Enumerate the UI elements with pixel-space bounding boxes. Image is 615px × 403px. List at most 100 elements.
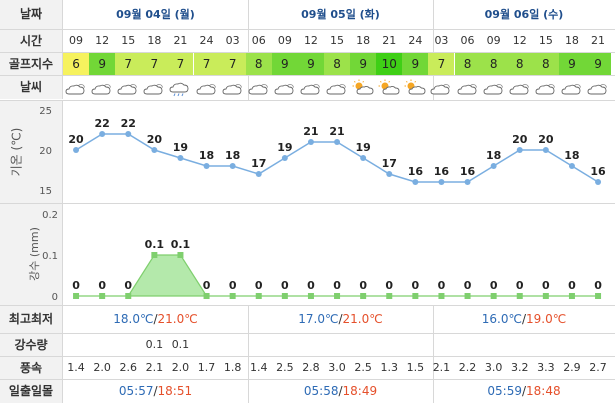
golf-index-cell: 8 <box>480 53 507 75</box>
temp-data-label: 18 <box>564 149 579 162</box>
precip-point <box>73 293 80 299</box>
temp-y-tick: 15 <box>39 186 52 197</box>
wind-cell: 3.2 <box>510 361 529 374</box>
precip-amount-cell <box>298 334 324 356</box>
golf-index-cell: 8 <box>506 53 533 75</box>
day-label-3: 09월 06일 (수) <box>484 8 564 21</box>
wind-cell: 1.4 <box>67 361 85 374</box>
partly-sunny-icon <box>402 79 428 97</box>
cloudy-icon <box>272 79 298 97</box>
precip-axis-panel: 강수 (mm) <box>0 204 63 305</box>
cloudy-icon <box>585 79 611 97</box>
time-cell: 12 <box>512 34 527 47</box>
precip-data-label: 0 <box>385 279 393 292</box>
temp-data-label: 22 <box>94 117 109 130</box>
time-cell: 06 <box>251 34 266 47</box>
precip-amount-cell <box>324 334 350 356</box>
cloudy-icon <box>141 79 167 97</box>
temp-axis-panel: 기온 (℃) <box>0 101 63 203</box>
golf-index-cell: 9 <box>558 53 585 75</box>
precip-point <box>229 293 236 299</box>
time-cell: 24 <box>199 34 214 47</box>
cloudy-icon <box>246 79 272 97</box>
minmax-day-3: 16.0℃/19.0℃ <box>481 312 567 326</box>
time-cell: 21 <box>382 34 397 47</box>
sunrise-time: 05:58 <box>303 384 339 398</box>
precip-data-label: 0 <box>490 279 498 292</box>
min-temp: 16.0℃ <box>481 312 522 326</box>
time-cell: 15 <box>121 34 136 47</box>
precip-point <box>360 293 367 299</box>
precip-point <box>438 293 445 299</box>
wind-cell: 1.4 <box>249 361 268 374</box>
precipitation-chart: 0.2 0.1 0 0 0 0 0.1 0.1 0 0 0 0 0 0 0 0 0 0 0 0 0 0 0 0 <box>42 210 602 303</box>
precip-data-label: 0 <box>464 279 472 292</box>
sunrise-time: 05:59 <box>487 384 522 398</box>
temp-data-label: 20 <box>68 133 84 146</box>
precip-data-label: 0 <box>542 279 550 292</box>
temp-data-label: 19 <box>355 141 370 154</box>
sunset-time: 18:48 <box>526 384 561 398</box>
precip-amount-cell <box>350 334 376 356</box>
cloudy-icon <box>194 79 220 97</box>
temp-y-tick: 20 <box>39 146 52 157</box>
cloudy-icon <box>220 79 246 97</box>
temp-point <box>125 131 132 137</box>
golf-index-cell: 7 <box>193 53 220 75</box>
temp-data-label: 16 <box>460 165 476 178</box>
golf-index-cell: 9 <box>585 53 612 75</box>
golf-index-cell: 7 <box>219 53 246 75</box>
time-cell: 09 <box>486 34 501 47</box>
golf-index-cell: 7 <box>167 53 194 75</box>
golf-index-cell: 10 <box>376 53 403 75</box>
precip-amount-cell <box>481 334 507 356</box>
precip-point <box>334 293 341 299</box>
precip-amount-cell <box>376 334 402 356</box>
precip-point <box>177 252 184 258</box>
golf-index-cell: 8 <box>532 53 559 75</box>
temp-data-label: 20 <box>147 133 163 146</box>
wind-cell: 2.5 <box>354 361 372 374</box>
precip-area <box>76 254 599 297</box>
precip-point <box>281 293 288 299</box>
time-cell: 24 <box>408 34 423 47</box>
precip-amount-cell: 0.1 <box>145 338 164 351</box>
precip-amount-cell <box>272 334 298 356</box>
wind-cell: 1.3 <box>380 361 398 374</box>
precip-data-label: 0.1 <box>171 238 191 251</box>
partly-sunny-icon <box>350 79 376 97</box>
temp-point <box>516 147 523 153</box>
wind-cell: 2.6 <box>119 361 137 374</box>
precip-data-label: 0 <box>594 279 602 292</box>
temp-point <box>412 179 419 185</box>
temp-point <box>542 147 549 153</box>
temp-point <box>490 163 497 169</box>
golf-index-cell: 9 <box>89 53 116 75</box>
temp-data-label: 16 <box>590 165 606 178</box>
precip-data-label: 0 <box>516 279 524 292</box>
minmax-label: 최고최저 <box>0 306 63 333</box>
wind-cell: 3.3 <box>537 361 555 374</box>
time-cell: 06 <box>460 34 475 47</box>
wind-cell: 2.9 <box>563 361 581 374</box>
precip-amount-cell <box>455 334 481 356</box>
minmax-day-1: 18.0℃/21.0℃ <box>113 312 198 326</box>
golf-index-cell: 6 <box>63 53 90 75</box>
weather-label: 날씨 <box>0 76 63 99</box>
precip-y-tick: 0 <box>52 292 58 303</box>
temp-point <box>438 179 445 185</box>
cloudy-icon <box>324 79 350 97</box>
precip-amount-cell <box>115 334 141 356</box>
precip-amount-cell <box>585 334 611 356</box>
time-cell: 12 <box>95 34 110 47</box>
temp-data-label: 18 <box>199 149 214 162</box>
wind-cell: 1.7 <box>197 361 216 374</box>
precip-data-label: 0 <box>203 279 211 292</box>
wind-cell: 1.5 <box>406 361 425 374</box>
temp-point <box>73 147 80 153</box>
precip-point <box>516 293 523 299</box>
precip-amount-label: 강수량 <box>0 334 63 356</box>
precip-amount-cell <box>533 334 559 356</box>
precip-point <box>125 293 132 299</box>
temp-point <box>360 155 367 161</box>
